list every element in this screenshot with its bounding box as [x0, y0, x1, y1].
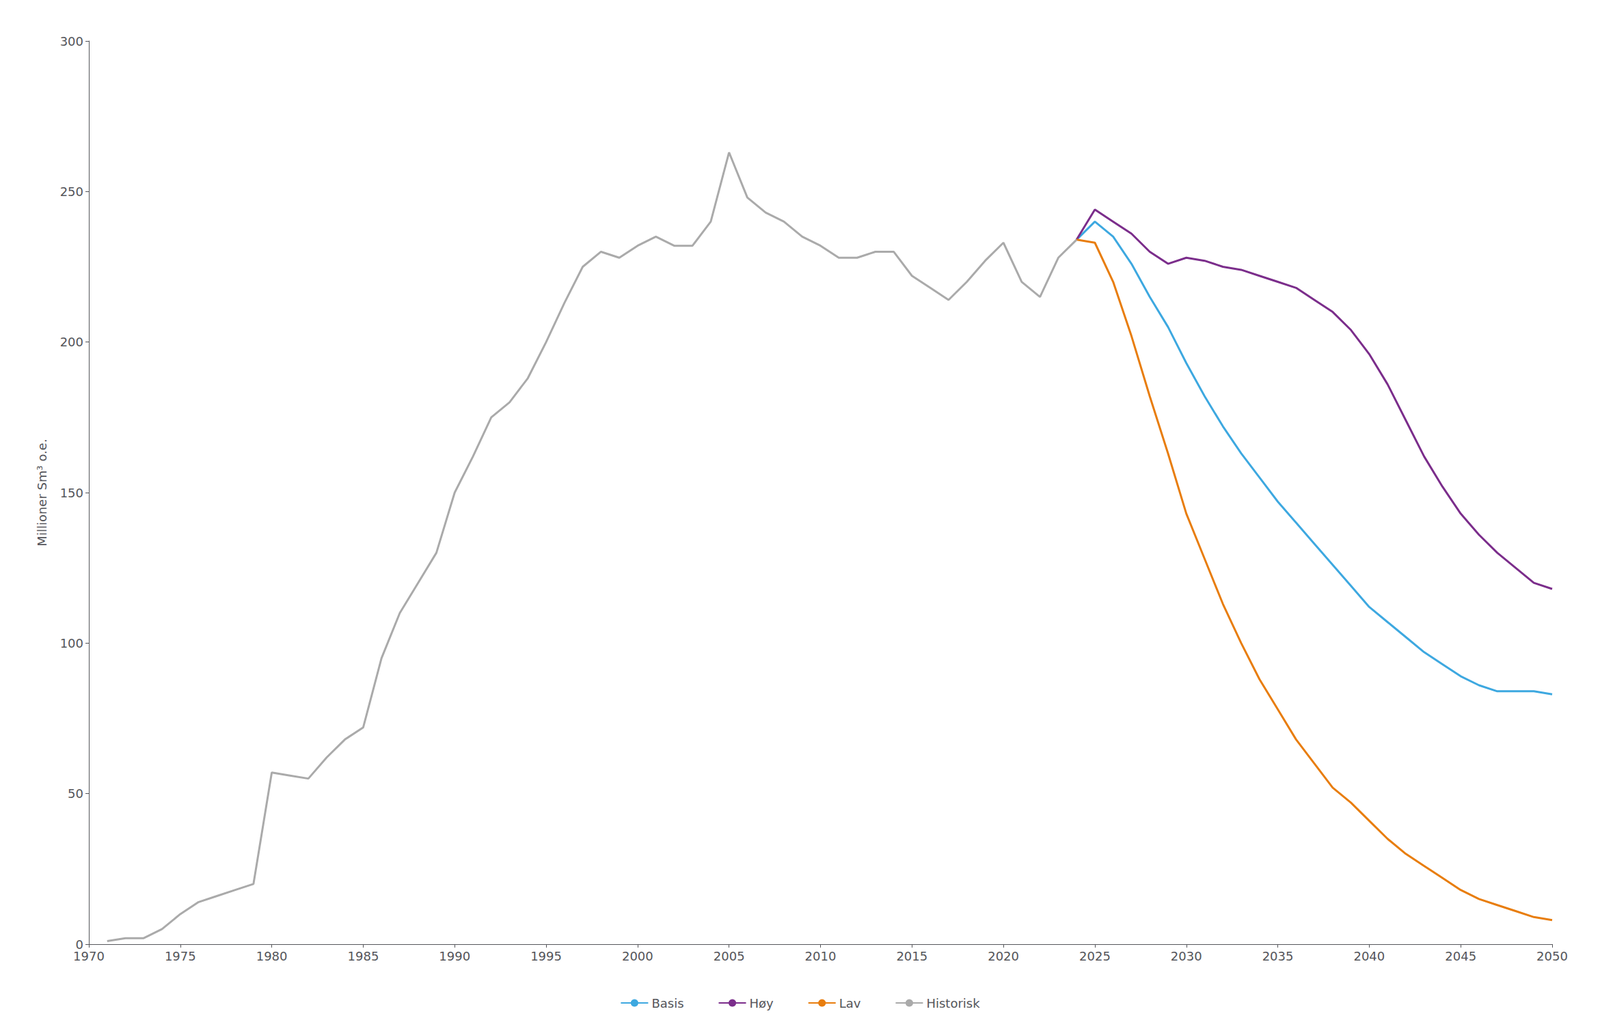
- svg-text:150: 150: [60, 485, 84, 501]
- svg-text:1985: 1985: [347, 949, 380, 964]
- svg-text:Lav: Lav: [839, 996, 862, 1011]
- svg-text:Historisk: Historisk: [926, 996, 981, 1011]
- svg-text:2035: 2035: [1262, 949, 1294, 964]
- svg-text:2010: 2010: [805, 949, 837, 964]
- svg-text:1970: 1970: [73, 949, 105, 964]
- svg-text:250: 250: [60, 184, 84, 199]
- svg-text:100: 100: [60, 636, 84, 651]
- svg-text:2015: 2015: [896, 949, 928, 964]
- svg-text:2045: 2045: [1444, 949, 1477, 964]
- svg-text:1975: 1975: [164, 949, 197, 964]
- svg-text:2005: 2005: [713, 949, 745, 964]
- svg-text:50: 50: [67, 786, 84, 802]
- svg-text:2020: 2020: [987, 949, 1020, 964]
- svg-text:Høy: Høy: [749, 996, 775, 1011]
- svg-text:2050: 2050: [1536, 949, 1568, 964]
- svg-text:1990: 1990: [438, 949, 471, 964]
- svg-text:1980: 1980: [256, 949, 288, 964]
- svg-text:2025: 2025: [1079, 949, 1111, 964]
- svg-text:1995: 1995: [530, 949, 562, 964]
- svg-text:2000: 2000: [621, 949, 654, 964]
- svg-text:Basis: Basis: [651, 996, 684, 1011]
- svg-text:Millioner Sm³ o.e.: Millioner Sm³ o.e.: [34, 438, 50, 547]
- svg-text:2040: 2040: [1353, 949, 1385, 964]
- svg-text:2030: 2030: [1170, 949, 1203, 964]
- svg-text:0: 0: [75, 937, 84, 952]
- svg-text:300: 300: [60, 34, 84, 49]
- svg-text:200: 200: [60, 334, 84, 350]
